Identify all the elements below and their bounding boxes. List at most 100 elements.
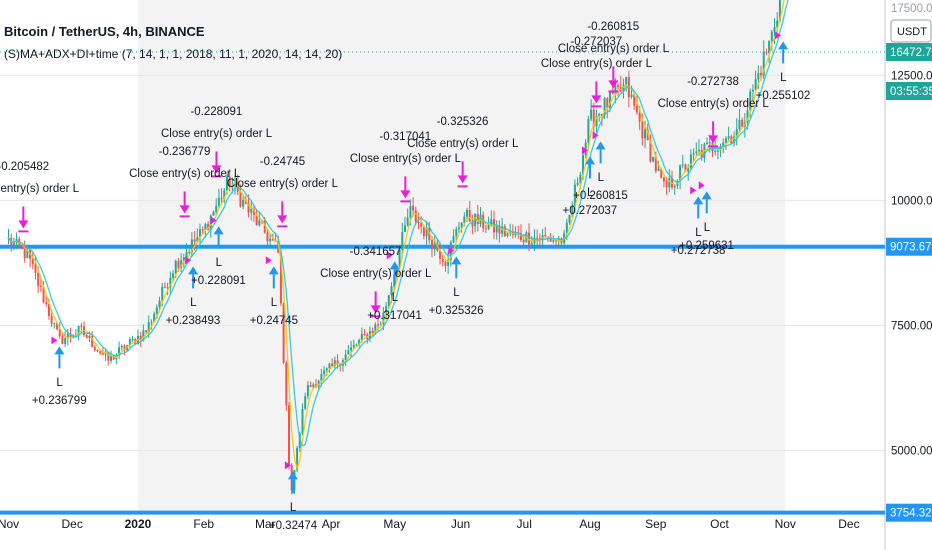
exit-arrow-head-8: [608, 80, 619, 89]
time-tick-mar: Mar: [255, 517, 276, 531]
candle-body-161: [441, 258, 444, 263]
entry-arrow-head-10: [701, 191, 712, 200]
candle-body-254: [692, 152, 695, 155]
candle-body-226: [617, 85, 620, 88]
candle-body-95: [263, 220, 266, 233]
entry-profit-7: +0.272037: [562, 205, 618, 218]
exit-label-7: Close entry(s) order L: [540, 58, 653, 71]
candle-body-195: [533, 237, 536, 244]
exit-loss-4: -0.341657: [349, 246, 402, 259]
candle-body-60: [169, 277, 172, 288]
time-tick-aug: Aug: [579, 517, 600, 531]
entry-profit-6: +0.325326: [428, 305, 484, 318]
candle-body-2: [12, 242, 15, 246]
entry-profit-2: +0.228091: [191, 275, 246, 288]
currency-label: USDT: [897, 26, 927, 38]
candle-body-224: [611, 91, 614, 94]
entry-arrow-head-1: [188, 266, 199, 275]
candle-body-249: [679, 165, 682, 182]
entry-flag-10: [698, 181, 705, 190]
candle-body-29: [85, 335, 88, 338]
exit-label-1: Close entry(s) order L: [129, 168, 241, 181]
candle-body-112: [309, 385, 312, 388]
exit-label-6: Close entry(s) order L: [407, 138, 519, 151]
candle-body-210: [573, 184, 576, 206]
candle-body-201: [549, 237, 552, 242]
candle-body-32: [93, 346, 96, 351]
entry-profit-10: +0.259631: [679, 240, 734, 253]
candle-body-234: [638, 112, 641, 122]
time-tick-apr: Apr: [322, 517, 341, 531]
hline-price-box-0: [886, 237, 932, 256]
candle-body-225: [614, 85, 617, 94]
candle-body-113: [312, 384, 315, 388]
candle-body-17: [53, 323, 56, 325]
candle-body-278: [757, 72, 760, 80]
candle-body-269: [733, 136, 736, 144]
candle-body-55: [155, 307, 158, 314]
candle-body-86: [239, 191, 242, 207]
candle-body-236: [644, 129, 647, 139]
price-tick-10000: 10000.00: [891, 195, 932, 207]
candle-body-147: [403, 225, 406, 233]
entry-profit-4: +0.32474: [268, 520, 318, 533]
entry-label-1: L: [190, 297, 197, 310]
candle-body-253: [689, 154, 692, 168]
exit-arrow-head-6: [457, 175, 468, 184]
candle-body-190: [519, 233, 522, 241]
candle-body-163: [447, 259, 450, 266]
candle-body-148: [406, 217, 409, 226]
candle-body-193: [528, 232, 531, 245]
candle-body-77: [215, 205, 218, 213]
candle-body-223: [608, 91, 611, 108]
candle-body-247: [673, 185, 676, 188]
candle-body-58: [163, 286, 166, 288]
entry-label-9: L: [695, 227, 702, 240]
candle-body-132: [363, 334, 366, 336]
candle-body-12: [39, 285, 42, 287]
candle-body-279: [760, 72, 763, 76]
candle-body-128: [352, 344, 355, 348]
time-tick-sep: Sep: [645, 517, 667, 531]
candle-body-232: [633, 94, 636, 106]
candle-body-283: [770, 31, 773, 41]
candle-body-184: [503, 226, 506, 237]
candle-body-238: [649, 140, 652, 162]
candle-body-152: [417, 221, 420, 224]
countdown-label: 03:55:35: [890, 86, 932, 98]
candle-body-24: [72, 336, 75, 338]
candle-body-71: [198, 229, 201, 238]
time-tick-nov: Nov: [0, 517, 19, 531]
candle-body-59: [166, 287, 169, 289]
entry-profit-8: +0.260815: [573, 190, 628, 203]
entry-profit-0: +0.236799: [31, 395, 87, 408]
candle-body-233: [635, 105, 638, 113]
candle-body-194: [530, 243, 533, 245]
candle-body-35: [101, 353, 104, 355]
candle-body-196: [536, 237, 539, 239]
entry-label-5: L: [391, 292, 399, 305]
candle-body-220: [600, 114, 603, 116]
exit-label-9: Close entry(s) order L: [657, 98, 769, 111]
candle-body-96: [266, 232, 269, 242]
candle-body-91: [252, 209, 255, 215]
candle-body-144: [395, 266, 398, 275]
entry-arrow-head-8: [595, 141, 606, 150]
entry-label-8: L: [597, 172, 605, 185]
candle-body-50: [142, 330, 145, 341]
currency-button[interactable]: [890, 19, 932, 43]
candle-body-263: [716, 150, 719, 152]
entry-profit-11: +0.255102: [755, 90, 811, 103]
candle-body-111: [306, 385, 309, 397]
exit-loss-2: -0.228091: [190, 106, 243, 119]
candle-body-270: [735, 128, 738, 137]
candle-body-119: [328, 363, 331, 369]
candle-body-231: [630, 94, 633, 98]
candle-body-104: [288, 405, 291, 466]
candle-body-63: [177, 260, 180, 268]
exit-arrow-head-7: [591, 95, 602, 104]
entry-flag-8: [592, 131, 599, 140]
exit-arrow-head-0: [18, 220, 29, 229]
